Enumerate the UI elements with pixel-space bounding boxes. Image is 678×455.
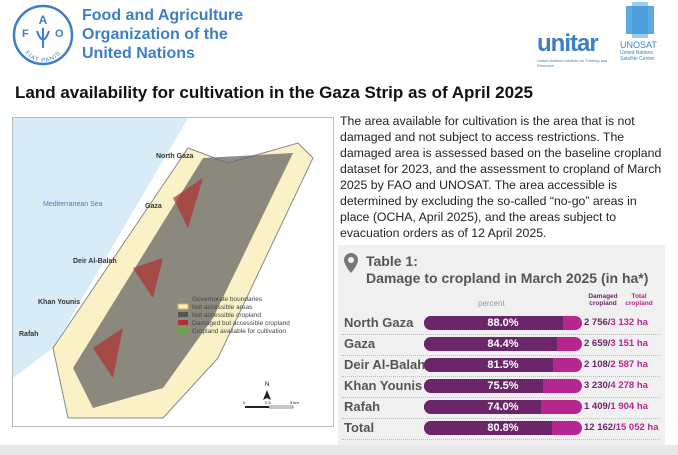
row-name: Gaza <box>344 336 376 351</box>
north-arrow-icon <box>263 390 271 400</box>
fao-name-line: Food and Agriculture <box>82 7 244 24</box>
table-row: Gaza 84.4% 2 659/3 151 ha <box>342 334 660 356</box>
col-damaged: Damaged cropland <box>588 293 618 307</box>
row-values: 2 756/3 132 ha <box>584 317 648 328</box>
bottom-strip <box>0 445 678 455</box>
damaged-value: 12 162 <box>584 422 614 433</box>
row-name: Total <box>344 420 375 435</box>
row-values: 1 409/1 904 ha <box>584 401 648 412</box>
percent-bar: 84.4% <box>424 337 582 351</box>
svg-text:O: O <box>55 28 64 40</box>
row-values: 12 162/15 052 ha <box>584 422 659 433</box>
total-value: 1 904 ha <box>610 401 648 412</box>
unosat-pixel-icon <box>626 2 654 38</box>
description: The area available for cultivation is th… <box>340 114 662 240</box>
label-rafah: Rafah <box>19 331 38 338</box>
table-row: North Gaza 88.0% 2 756/3 132 ha <box>342 313 660 335</box>
fao-name-line: United Nations <box>82 45 195 62</box>
col-total: Total cropland <box>625 293 653 307</box>
row-name: Khan Younis <box>344 378 423 393</box>
fao-logo: A F O FIAT PANIS <box>12 4 74 66</box>
percent-bar-fill <box>424 421 552 435</box>
percent-bar: 75.5% <box>424 379 582 393</box>
scale-label: 2.5 <box>265 400 271 405</box>
row-values: 3 230/4 278 ha <box>584 380 648 391</box>
damaged-value: 3 230 <box>584 380 608 391</box>
table-row: Total 80.8% 12 162/15 052 ha <box>342 418 660 440</box>
row-values: 2 108/2 587 ha <box>584 359 648 370</box>
scale-label: 0 <box>243 400 246 405</box>
row-name: Rafah <box>344 399 381 414</box>
north-arrow-label: N <box>265 382 269 388</box>
damaged-value: 2 108 <box>584 359 608 370</box>
percent-label: 74.0% <box>487 401 519 413</box>
damage-table: Table 1: Damage to cropland in March 2025… <box>338 245 665 445</box>
damaged-value: 1 409 <box>584 401 608 412</box>
label-deir-al-balah: Deir Al-Balah <box>73 258 117 265</box>
damaged-value: 2 756 <box>584 317 608 328</box>
percent-bar-fill <box>424 337 558 351</box>
svg-text:F: F <box>22 28 29 40</box>
table-subtitle: Damage to cropland in March 2025 (in ha*… <box>366 270 649 286</box>
unosat-logo: UNOSAT United Nations Satellite Centre <box>620 2 666 62</box>
gaza-map: Mediterranean Sea North Gaza Gaza Deir A… <box>13 118 314 419</box>
table-row: Khan Younis 75.5% 3 230/4 278 ha <box>342 376 660 398</box>
total-value: 2 587 ha <box>610 359 648 370</box>
label-khan-younis: Khan Younis <box>38 299 80 306</box>
percent-bar: 81.5% <box>424 358 582 372</box>
table-row: Rafah 74.0% 1 409/1 904 ha <box>342 397 660 419</box>
percent-bar-fill <box>424 379 544 393</box>
legend-available: Cropland available for cultivation <box>192 328 286 335</box>
total-value: 4 278 ha <box>610 380 648 391</box>
label-gaza: Gaza <box>145 203 162 210</box>
label-north-gaza: North Gaza <box>156 153 193 160</box>
percent-label: 84.4% <box>487 338 519 350</box>
total-value: 3 151 ha <box>610 338 648 349</box>
unitar-sub: United Nations Institute for Training an… <box>537 58 608 68</box>
percent-label: 81.5% <box>487 359 519 371</box>
percent-label: 75.5% <box>487 380 519 392</box>
percent-bar-fill <box>424 400 541 414</box>
percent-bar-fill <box>424 316 564 330</box>
legend-not-accessible-cropland: Not accessible cropland <box>192 312 261 319</box>
legend-not-accessible-areas: Not accessible areas <box>192 304 253 311</box>
legend-damaged-accessible: Damaged but accessible cropland <box>192 320 290 327</box>
total-value: 3 132 ha <box>610 317 648 328</box>
sea-label: Mediterranean Sea <box>43 201 103 208</box>
table-title: Table 1: <box>366 253 418 269</box>
row-name: Deir Al-Balah <box>344 357 426 372</box>
total-value: 15 052 ha <box>615 422 659 433</box>
scale-bar <box>245 406 269 408</box>
unosat-name: UNOSAT <box>620 40 657 50</box>
unitar-logo: unitar United Nations Institute for Trai… <box>537 18 609 68</box>
fao-name-line: Organization of the <box>82 26 228 43</box>
fao-name: Food and Agriculture Organization of the… <box>82 6 243 63</box>
unosat-sub: United Nations Satellite Centre <box>620 50 655 62</box>
location-pin-icon <box>344 253 358 273</box>
row-values: 2 659/3 151 ha <box>584 338 648 349</box>
damaged-value: 2 659 <box>584 338 608 349</box>
page-title: Land availability for cultivation in the… <box>15 83 533 102</box>
percent-bar: 74.0% <box>424 400 582 414</box>
percent-bar: 80.8% <box>424 421 582 435</box>
table-row: Deir Al-Balah 81.5% 2 108/2 587 ha <box>342 355 660 377</box>
map: Mediterranean Sea North Gaza Gaza Deir A… <box>12 117 334 427</box>
percent-label: 88.0% <box>487 317 519 329</box>
row-name: North Gaza <box>344 315 414 330</box>
legend-boundaries: Governorate boundaries <box>192 296 263 303</box>
svg-text:A: A <box>39 13 48 27</box>
col-percent: percent <box>478 299 505 308</box>
percent-bar: 88.0% <box>424 316 582 330</box>
percent-bar-fill <box>424 358 553 372</box>
scale-label: 5 km <box>290 400 299 405</box>
percent-label: 80.8% <box>487 422 519 434</box>
unitar-name: unitar <box>537 30 599 57</box>
map-legend: Governorate boundaries Not accessible ar… <box>177 296 290 335</box>
